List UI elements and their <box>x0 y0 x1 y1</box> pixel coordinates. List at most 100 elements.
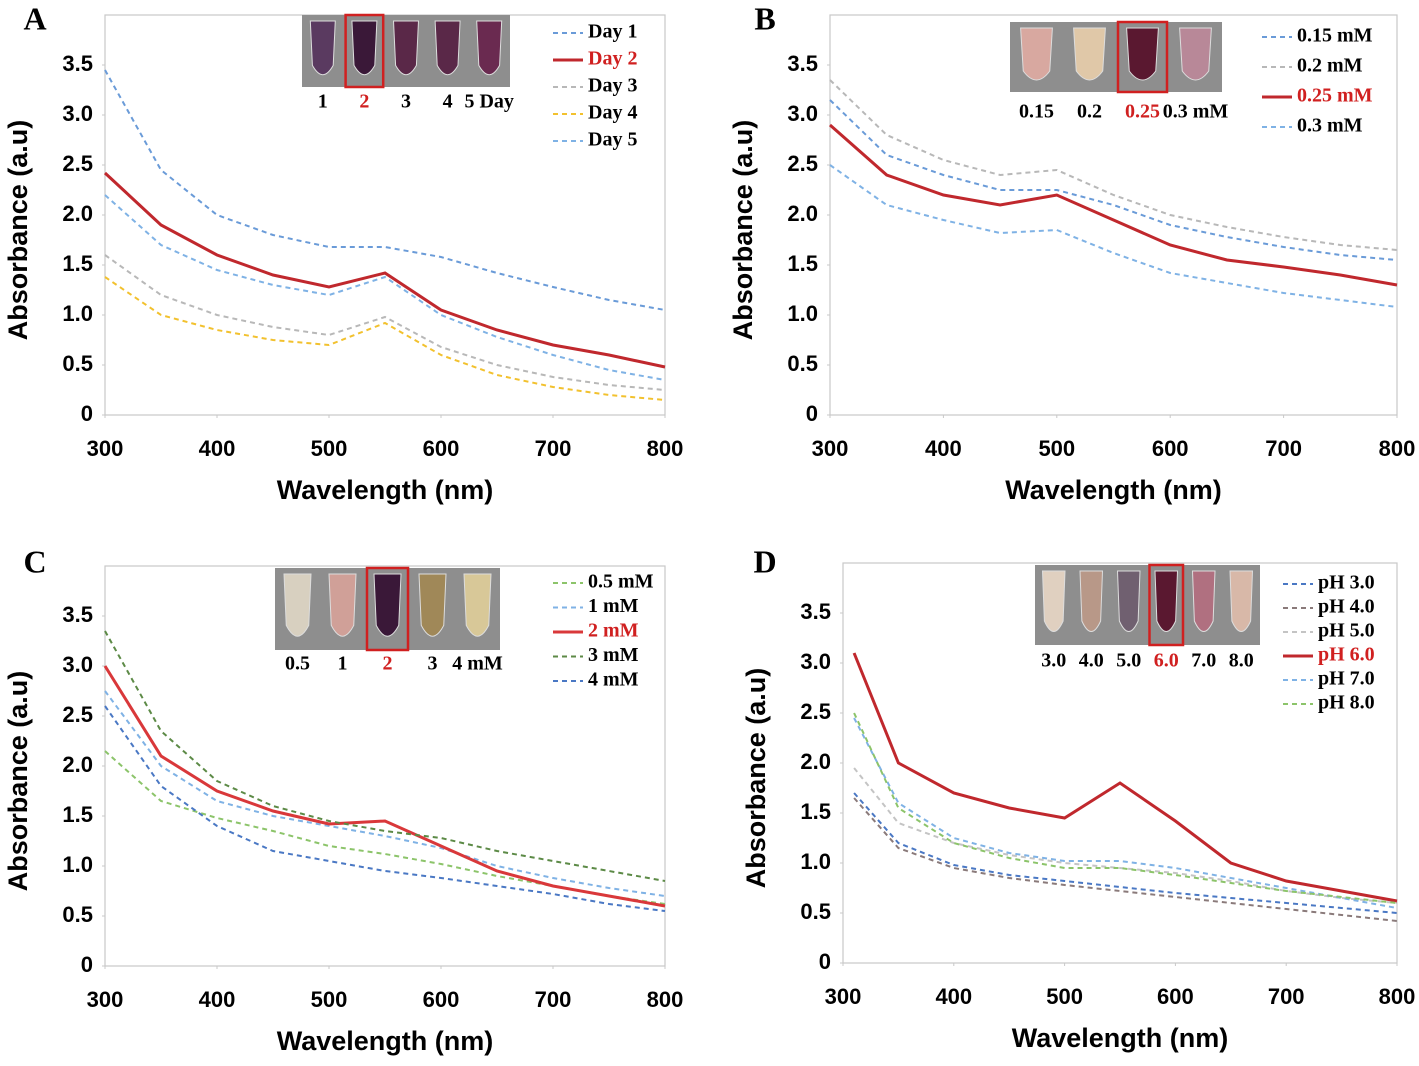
y-tick-label: 2.5 <box>787 151 818 176</box>
tube <box>1126 27 1159 81</box>
series-line <box>104 69 666 311</box>
y-tick-label: 2.0 <box>62 201 93 226</box>
legend-label: pH 5.0 <box>1318 620 1375 642</box>
inset-label: 5 Day <box>464 91 513 113</box>
x-tick-label: 400 <box>935 984 972 1009</box>
tube <box>283 573 312 637</box>
tube <box>1079 570 1104 632</box>
y-tick-label: 1.5 <box>800 799 831 824</box>
x-tick-label: 500 <box>311 987 348 1012</box>
x-tick-label: 500 <box>1046 984 1083 1009</box>
x-tick-label: 800 <box>647 987 684 1012</box>
y-tick-label: 2.5 <box>62 151 93 176</box>
panel: A 0 0.5 1.0 1.5 2.0 2.5 3.0 3.5 300 400 500 600 700 80… <box>3 0 683 505</box>
y-tick-label: 0 <box>81 952 93 977</box>
inset-label: 3 <box>401 91 411 113</box>
panel-label: D <box>753 543 776 579</box>
y-axis-label: Absorbance (a.u) <box>3 120 33 341</box>
tube <box>1229 570 1254 632</box>
tube <box>418 573 447 637</box>
inset-label: 2 <box>383 653 393 675</box>
inset-label: 4 mM <box>452 653 503 675</box>
y-tick-label: 1.0 <box>787 301 818 326</box>
y-tick-label: 1.0 <box>800 849 831 874</box>
x-tick-label: 300 <box>87 987 124 1012</box>
x-tick-label: 800 <box>1379 984 1416 1009</box>
y-tick-label: 1.0 <box>62 301 93 326</box>
series-line <box>829 164 1398 308</box>
y-tick-label: 2.5 <box>62 702 93 727</box>
x-tick-label: 800 <box>647 436 684 461</box>
inset-label: 1 <box>318 91 328 113</box>
y-tick-label: 1.5 <box>62 251 93 276</box>
panel: D 0 0.5 1.0 1.5 2.0 2.5 3.0 3.5 300 400 500 600 700 80… <box>741 543 1415 1053</box>
legend-label: 4 mM <box>588 669 639 691</box>
series-line <box>104 630 666 882</box>
inset-label: 6.0 <box>1154 650 1179 672</box>
series-line <box>853 792 1398 914</box>
tube <box>1020 27 1053 81</box>
y-tick-label: 0.5 <box>787 351 818 376</box>
inset-highlight <box>344 13 385 89</box>
x-tick-label: 300 <box>812 436 849 461</box>
y-tick-label: 3.5 <box>62 602 93 627</box>
y-tick-label: 2.0 <box>787 201 818 226</box>
tube <box>1073 27 1106 81</box>
tube <box>1041 570 1066 632</box>
legend-label: pH 3.0 <box>1318 572 1375 594</box>
series-line <box>853 712 1398 904</box>
legend-label: 0.3 mM <box>1297 115 1363 137</box>
inset-label: 0.15 <box>1019 101 1054 123</box>
legend-label: pH 7.0 <box>1318 668 1375 690</box>
series-line <box>829 123 1398 287</box>
legend-label: Day 4 <box>588 102 637 124</box>
y-tick-label: 0 <box>819 949 831 974</box>
legend-label: Day 1 <box>588 21 637 43</box>
y-tick-label: 1.5 <box>787 251 818 276</box>
x-axis-label: Wavelength (nm) <box>1005 475 1222 505</box>
inset-highlight <box>1116 20 1169 94</box>
y-axis-label: Absorbance (a.u) <box>3 671 33 892</box>
x-tick-label: 700 <box>1265 436 1302 461</box>
tube <box>392 20 420 76</box>
panel-label: A <box>23 0 46 36</box>
inset-label: 3.0 <box>1041 650 1066 672</box>
series-line <box>853 797 1398 922</box>
x-tick-label: 400 <box>199 436 236 461</box>
legend-label: pH 6.0 <box>1318 644 1375 666</box>
series-line <box>829 99 1398 261</box>
series-line <box>103 665 666 908</box>
y-tick-label: 1.0 <box>62 852 93 877</box>
legend-label: 3 mM <box>588 644 639 666</box>
x-tick-label: 500 <box>311 436 348 461</box>
y-tick-label: 3.0 <box>800 649 831 674</box>
inset-highlight <box>1148 563 1185 647</box>
x-axis-label: Wavelength (nm) <box>277 475 494 505</box>
panel-label: B <box>754 0 775 36</box>
legend-label: 0.15 mM <box>1297 25 1373 47</box>
x-tick-label: 700 <box>535 987 572 1012</box>
inset-label: 7.0 <box>1191 650 1216 672</box>
y-tick-label: 3.0 <box>62 652 93 677</box>
x-tick-label: 700 <box>535 436 572 461</box>
inset-label: 3 <box>428 653 438 675</box>
y-tick-label: 3.5 <box>800 599 831 624</box>
legend-label: Day 3 <box>588 75 637 97</box>
y-tick-label: 3.5 <box>787 51 818 76</box>
y-tick-label: 2.5 <box>800 699 831 724</box>
legend-label: Day 2 <box>588 48 637 70</box>
y-tick-label: 0 <box>81 401 93 426</box>
legend-label: 0.5 mM <box>588 571 654 593</box>
inset-label: 0.3 mM <box>1163 101 1229 123</box>
series-line <box>104 254 666 391</box>
tube <box>328 573 357 637</box>
tube <box>434 20 461 76</box>
inset-label: 0.25 <box>1125 101 1160 123</box>
series-line <box>104 690 666 897</box>
tube <box>373 573 402 637</box>
series-line <box>829 79 1398 251</box>
panel: B 0 0.5 1.0 1.5 2.0 2.5 3.0 3.5 300 400 500 600 700 80… <box>728 0 1415 505</box>
series-line <box>103 171 666 369</box>
tube <box>1179 27 1212 81</box>
inset-label: 4.0 <box>1079 650 1104 672</box>
